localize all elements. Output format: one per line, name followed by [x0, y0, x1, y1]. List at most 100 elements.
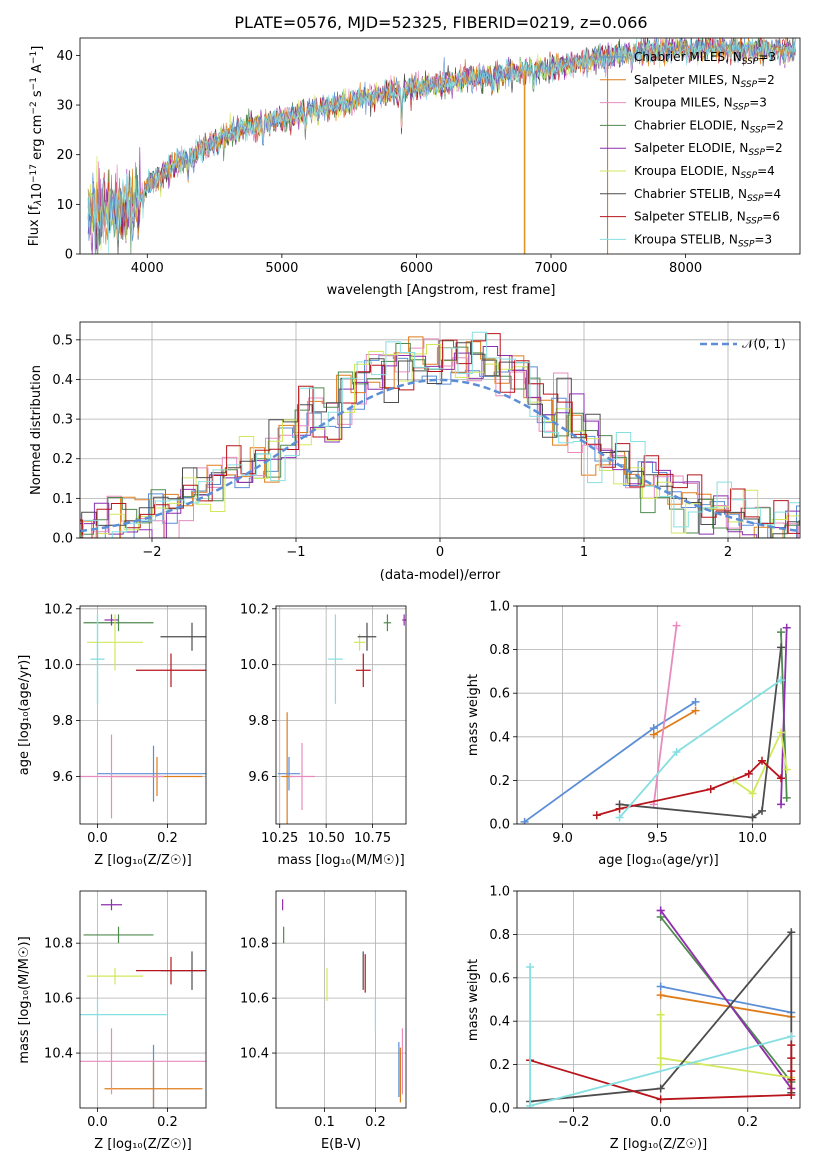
legend-label: Chabrier STELIB, N: [634, 187, 747, 201]
axes-3: 10.25 10.50 10.75 9.6 9.8 10.0 10.2 mass [log₁₀…: [240, 602, 407, 868]
lambda-subscript: λ: [33, 200, 44, 207]
legend-count: =4: [764, 187, 782, 201]
x-tick-label: 9.0: [552, 831, 573, 846]
plus-marker: [787, 1067, 796, 1076]
y-axis-label: mass [log₁₀(M/M☉)]: [17, 936, 32, 1063]
plus-marker: [706, 785, 715, 794]
x-tick-label: −0.2: [558, 1115, 590, 1130]
histogram-series: [80, 354, 800, 538]
y-tick-label: 0.4: [52, 373, 73, 388]
y-tick-label: 10.4: [240, 1047, 269, 1062]
y-label-part: Flux [f: [27, 205, 42, 246]
y-tick-label: 40: [56, 49, 73, 64]
weight-line: [653, 709, 696, 736]
legend-entry: Chabrier ELODIE, NSSP=2: [634, 118, 784, 135]
legend-label: Salpeter STELIB, N: [634, 210, 746, 224]
plus-marker: [777, 774, 786, 783]
axes-frame: [79, 321, 801, 539]
y-label-part: ]: [30, 46, 45, 51]
x-tick-label: 0.2: [737, 1115, 758, 1130]
x-tick-label: 4000: [131, 261, 164, 276]
y-tick-label: 1.0: [489, 600, 510, 615]
y-label-part: A: [30, 64, 45, 77]
x-tick-label: 10.50: [308, 831, 345, 846]
plus-marker: [656, 982, 665, 991]
plus-marker: [691, 706, 700, 715]
legend-entry: Chabrier MILES, NSSP=3: [634, 50, 776, 67]
x-tick-label: 10.75: [354, 831, 391, 846]
plus-marker: [520, 817, 529, 824]
y-tick-label: 10: [56, 198, 73, 213]
x-tick-label: 6000: [400, 261, 433, 276]
y-tick-label: 0.6: [489, 687, 510, 702]
plus-marker: [777, 676, 786, 685]
plus-marker: [656, 1095, 665, 1104]
y-tick-label: 10.4: [44, 1047, 73, 1062]
y-tick-label: 10.8: [240, 937, 269, 952]
y-tick-label: 0.0: [52, 532, 73, 547]
x-tick-label: 8000: [669, 261, 702, 276]
y-tick-label: 0.8: [489, 928, 510, 943]
y-label-part: −17: [29, 164, 39, 183]
plus-marker: [787, 1032, 796, 1041]
legend-label: Chabrier ELODIE, N: [634, 118, 750, 132]
plus-marker: [787, 928, 796, 937]
y-tick-label: 0.2: [489, 774, 510, 789]
axes-frame: [79, 890, 207, 1109]
weight-line: [619, 647, 782, 819]
y-label-part: s: [30, 90, 45, 101]
legend-count: =6: [762, 210, 780, 224]
axes-frame: [275, 605, 407, 825]
axes-frame: [79, 37, 801, 255]
axes-frame: [79, 605, 207, 825]
plus-marker: [777, 628, 786, 637]
plot-area: [526, 906, 796, 1108]
legend-subscript: SSP: [747, 194, 764, 204]
plot-area: [282, 899, 404, 1103]
y-axis-label: Flux [fλ10−17 erg cm−2 s−1 A−1]: [27, 46, 45, 247]
legend-subscript: SSP: [748, 148, 765, 158]
legend-count: =2: [766, 118, 784, 132]
y-label-part: 10: [30, 183, 45, 200]
weight-line: [780, 627, 788, 805]
legend-entry: Salpeter ELODIE, NSSP=2: [634, 141, 783, 158]
legend-label: Kroupa MILES, N: [634, 96, 733, 110]
weight-line: [524, 701, 696, 823]
plus-marker: [787, 1041, 796, 1050]
legend-subscript: SSP: [741, 171, 758, 181]
y-tick-label: 0.2: [52, 452, 73, 467]
legend-count: =3: [754, 232, 772, 246]
y-tick-label: 1.0: [489, 885, 510, 900]
legend-subscript: SSP: [738, 239, 755, 249]
legend-count: =4: [757, 164, 775, 178]
plus-marker: [782, 765, 791, 774]
legend-count: =3: [749, 96, 767, 110]
y-tick-label: 10.2: [44, 602, 73, 617]
plus-marker: [526, 1101, 535, 1108]
plus-marker: [656, 991, 665, 1000]
y-tick-label: 10.0: [44, 658, 73, 673]
x-axis-label: E(B-V): [321, 1137, 361, 1152]
y-tick-label: 0.5: [52, 333, 73, 348]
plus-marker: [782, 623, 791, 632]
legend-entry: Kroupa MILES, NSSP=3: [634, 96, 767, 113]
x-tick-label: 5000: [265, 261, 298, 276]
y-axis-label: age [log₁₀(age/yr)]: [17, 655, 32, 776]
legend-entry: Salpeter MILES, NSSP=2: [634, 73, 775, 90]
axes-7: −0.2 0.0 0.2 0.0 0.2 0.4 0.6 0.8 1.0 Z [log₁₀(Z/Z…: [466, 885, 801, 1152]
plus-marker: [758, 756, 767, 765]
histogram-series: [80, 338, 800, 538]
plus-marker: [672, 748, 681, 757]
x-tick-label: 0.2: [157, 831, 178, 846]
plus-marker: [615, 804, 624, 813]
axes-frame: [516, 890, 801, 1109]
legend-label: Chabrier MILES, N: [634, 50, 742, 64]
axes-4: 9.0 9.5 10.0 0.0 0.2 0.4 0.6 0.8 1.0 age [log₁₀(a…: [466, 600, 801, 868]
legend-label: Salpeter MILES, N: [634, 73, 741, 87]
y-tick-label: 0.2: [489, 1058, 510, 1073]
plus-marker: [777, 800, 786, 809]
axes-0: PLATE=0576, MJD=52325, FIBERID=0219, z=0…: [27, 13, 801, 298]
y-tick-label: 10.0: [240, 658, 269, 673]
